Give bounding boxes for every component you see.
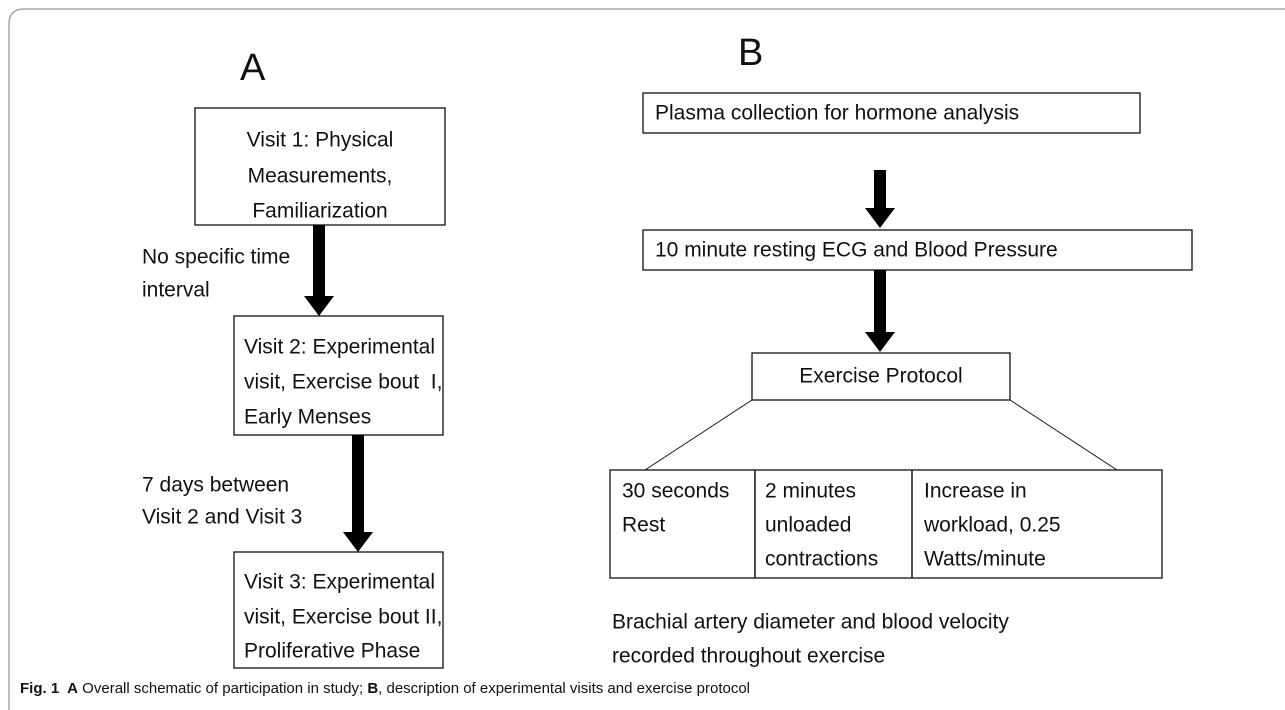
box-text: Measurements, xyxy=(248,165,393,188)
arrow xyxy=(304,225,334,316)
connector xyxy=(644,399,753,471)
caption-figure: Fig. 1 xyxy=(20,680,59,697)
box-text: Exercise Protocol xyxy=(799,365,962,388)
box-text: contractions xyxy=(765,548,878,571)
box-text: Early Menses xyxy=(244,406,371,429)
box xyxy=(642,92,1141,134)
box xyxy=(609,469,1163,579)
caption-label: A xyxy=(67,680,78,697)
footnote: Brachial artery diameter and blood veloc… xyxy=(612,611,1009,634)
box-text: Proliferative Phase xyxy=(244,640,420,663)
arrow xyxy=(343,435,373,552)
caption: Fig. 1 A Overall schematic of participati… xyxy=(20,680,750,697)
box-text: Familiarization xyxy=(252,200,387,223)
panel-label: B xyxy=(738,32,763,74)
caption-label: B xyxy=(367,680,378,697)
box-text: Visit 1: Physical xyxy=(247,129,394,152)
box-text: Visit 3: Experimental xyxy=(244,571,435,594)
box-text: unloaded xyxy=(765,514,851,537)
caption-text: Overall schematic of participation in st… xyxy=(78,680,367,697)
footnote: recorded throughout exercise xyxy=(612,645,885,668)
box-text: 2 minutes xyxy=(765,480,856,503)
note-text: interval xyxy=(142,279,210,302)
note-text: No specific time xyxy=(142,246,290,269)
connector xyxy=(1009,399,1118,471)
box-text: visit, Exercise bout I, xyxy=(244,371,442,394)
box xyxy=(233,551,444,669)
arrow xyxy=(865,170,895,228)
box-text: Watts/minute xyxy=(924,548,1046,571)
box xyxy=(642,229,1193,271)
box xyxy=(751,352,1011,401)
box-text: workload, 0.25 xyxy=(923,514,1061,537)
figure-border xyxy=(8,8,1285,710)
box-text: Rest xyxy=(622,514,665,537)
note-text: Visit 2 and Visit 3 xyxy=(142,506,302,529)
box-text: 10 minute resting ECG and Blood Pressure xyxy=(655,239,1058,262)
box-text: 30 seconds xyxy=(622,480,729,503)
box-text: Visit 2: Experimental xyxy=(244,336,435,359)
box-text: Increase in xyxy=(924,480,1027,503)
note-text: 7 days between xyxy=(142,474,289,497)
box xyxy=(233,315,444,436)
panel-label: A xyxy=(240,47,266,89)
arrow xyxy=(865,270,895,352)
caption-text: , description of experimental visits and… xyxy=(378,680,750,697)
box-text: Plasma collection for hormone analysis xyxy=(655,102,1019,125)
box-text: visit, Exercise bout II, xyxy=(244,606,442,629)
